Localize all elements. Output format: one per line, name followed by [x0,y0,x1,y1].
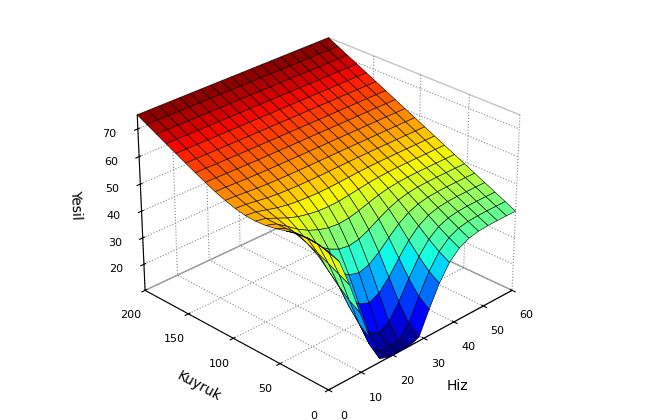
X-axis label: Hiz: Hiz [447,379,468,393]
Y-axis label: Kuyruk: Kuyruk [175,369,224,404]
